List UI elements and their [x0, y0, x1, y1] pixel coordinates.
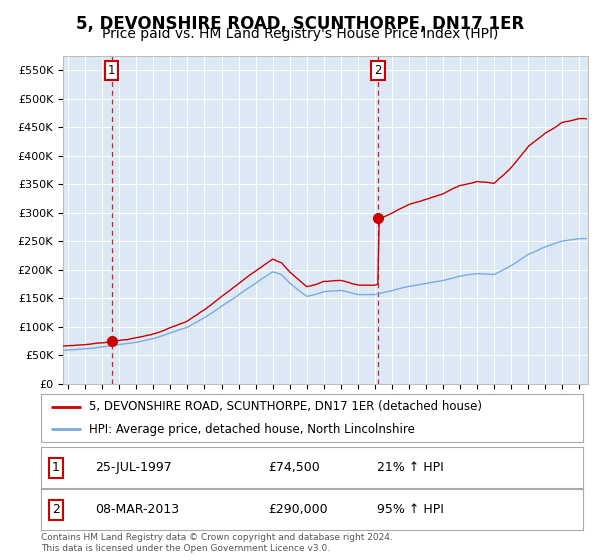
Text: 1: 1 [52, 461, 60, 474]
Text: 21% ↑ HPI: 21% ↑ HPI [377, 461, 444, 474]
Text: Price paid vs. HM Land Registry's House Price Index (HPI): Price paid vs. HM Land Registry's House … [102, 27, 498, 41]
Text: 2: 2 [52, 503, 60, 516]
Text: 08-MAR-2013: 08-MAR-2013 [95, 503, 179, 516]
Text: 25-JUL-1997: 25-JUL-1997 [95, 461, 172, 474]
Text: 5, DEVONSHIRE ROAD, SCUNTHORPE, DN17 1ER: 5, DEVONSHIRE ROAD, SCUNTHORPE, DN17 1ER [76, 15, 524, 32]
Text: 1: 1 [108, 64, 115, 77]
Text: 5, DEVONSHIRE ROAD, SCUNTHORPE, DN17 1ER (detached house): 5, DEVONSHIRE ROAD, SCUNTHORPE, DN17 1ER… [89, 400, 482, 413]
Text: 2: 2 [374, 64, 382, 77]
Text: £74,500: £74,500 [269, 461, 320, 474]
Text: £290,000: £290,000 [269, 503, 328, 516]
Text: 95% ↑ HPI: 95% ↑ HPI [377, 503, 444, 516]
Text: Contains HM Land Registry data © Crown copyright and database right 2024.
This d: Contains HM Land Registry data © Crown c… [41, 533, 392, 553]
Text: HPI: Average price, detached house, North Lincolnshire: HPI: Average price, detached house, Nort… [89, 423, 415, 436]
